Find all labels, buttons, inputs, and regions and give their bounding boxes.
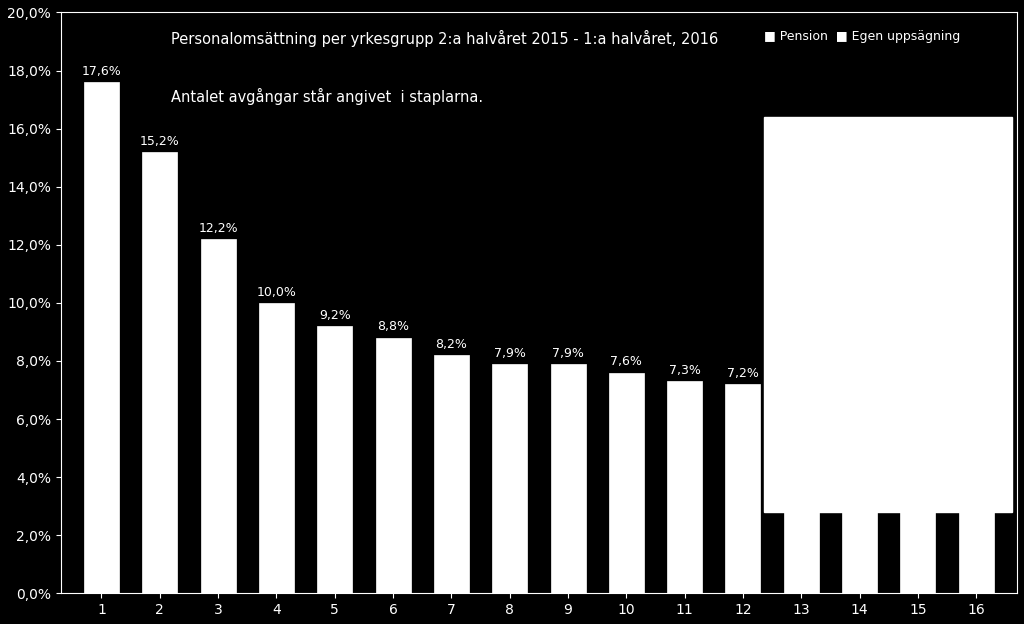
Text: 6,4%: 6,4% [785,390,817,403]
Bar [493,364,527,593]
Text: 8,2%: 8,2% [435,338,467,351]
Text: 8,8%: 8,8% [377,320,409,333]
Bar [142,152,177,593]
Bar [842,411,878,593]
Text: 9,2%: 9,2% [318,309,350,322]
Bar [317,326,352,593]
Text: 12,2%: 12,2% [199,222,238,235]
Bar [783,407,819,593]
Text: 6,3%: 6,3% [844,393,876,406]
Text: 17,6%: 17,6% [82,65,122,78]
Bar [725,384,761,593]
Bar [668,381,702,593]
Bar [900,428,935,593]
Text: 7,3%: 7,3% [669,364,700,377]
Text: 10,0%: 10,0% [256,286,296,298]
Text: 7,6%: 7,6% [610,355,642,368]
Bar [259,303,294,593]
Text: 7,9%: 7,9% [494,346,525,359]
Bar [958,442,993,593]
Text: 7,2%: 7,2% [727,367,759,380]
FancyBboxPatch shape [764,117,1013,512]
Bar [84,82,119,593]
Text: Antalet avgångar står angivet  i staplarna.: Antalet avgångar står angivet i staplarn… [171,88,482,105]
Text: 5,7%: 5,7% [902,411,934,424]
Text: 5,2%: 5,2% [961,425,992,438]
Text: 15,2%: 15,2% [140,135,179,147]
Bar [434,355,469,593]
Bar [201,239,236,593]
Bar [609,373,644,593]
Bar [551,364,586,593]
Text: Personalomsättning per yrkesgrupp 2:a halvåret 2015 - 1:a halvåret, 2016: Personalomsättning per yrkesgrupp 2:a ha… [171,30,718,47]
Text: ■ Pension  ■ Egen uppsägning: ■ Pension ■ Egen uppsägning [764,30,959,43]
Bar [376,338,411,593]
Text: 7,9%: 7,9% [552,346,584,359]
